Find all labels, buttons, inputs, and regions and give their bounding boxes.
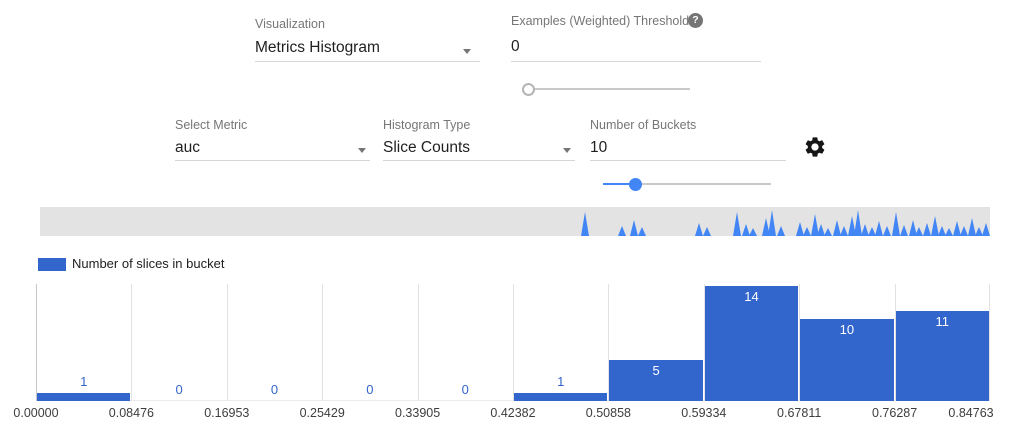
gridline [131,284,133,401]
x-tick-label: 0.25429 [299,406,345,420]
x-tick-label: 0.42382 [490,406,536,420]
buckets-slider-knob[interactable] [629,178,643,191]
histogram-bar-slot: 0 [227,284,322,401]
threshold-label: Examples (Weighted) Threshold [511,14,690,28]
bar-value-label: 11 [935,314,950,329]
bar-value-label: 10 [839,322,855,337]
select-metric-label: Select Metric [175,118,248,132]
histogram-bar-slot: 11 [895,284,990,401]
x-tick-label: 0.67811 [777,406,822,420]
histogram-bar-slot: 14 [704,284,799,401]
x-tick-label: 0.16953 [204,406,250,420]
histogram-bar-slot: 1 [513,284,608,401]
select-metric-underline [175,160,370,161]
bar-value-label: 1 [557,374,565,389]
num-buckets-label: Number of Buckets [590,118,697,132]
num-buckets-underline [590,160,786,161]
x-tick-label: 0.33905 [395,406,441,420]
x-tick-label: 0.59334 [681,406,727,420]
bar-value-label: 0 [461,382,469,397]
histogram-bar[interactable] [37,393,131,401]
histogram-bar[interactable] [514,393,608,401]
bar-value-label: 0 [270,382,279,397]
histogram-bar[interactable] [609,360,703,401]
threshold-slider[interactable] [522,82,690,96]
slider-active-track [603,183,637,185]
visualization-underline [255,61,480,62]
histogram-bar[interactable] [704,286,799,401]
gridline [799,284,801,401]
x-tick-label: 0.76287 [872,406,918,420]
buckets-slider[interactable] [603,177,771,191]
bar-value-label: 0 [175,382,183,397]
histogram-bar-slot: 1 [36,284,131,401]
bar-value-label: 14 [744,289,759,304]
gridline [703,284,705,401]
threshold-underline [511,61,761,62]
histogram-bar-slot: 0 [322,284,417,401]
gridline [226,284,228,401]
histogram-type-label: Histogram Type [383,118,471,132]
slices-overview-strip[interactable] [40,207,990,236]
visualization-dropdown[interactable]: Metrics Histogram [255,39,380,56]
histogram-type-underline [383,160,575,161]
x-tick-label: 0.00000 [13,406,59,420]
chevron-down-icon[interactable] [563,148,571,153]
gridline [417,284,419,401]
threshold-input[interactable]: 0 [511,38,520,55]
x-axis-tick-labels: 0.00000 0.08476 0.16953 0.25429 0.33905 0.423… [13,406,994,422]
gridline [513,284,514,401]
bar-value-label: 0 [366,382,374,397]
x-tick-label: 0.84763 [948,406,994,420]
gridline [894,284,896,401]
gridline [989,284,990,401]
bar-value-label: 1 [80,374,88,389]
histogram-type-dropdown[interactable]: Slice Counts [383,139,471,156]
bar-value-label: 5 [652,363,660,378]
histogram-bar[interactable] [800,319,894,401]
x-tick-label: 0.08476 [108,406,154,420]
slider-track[interactable] [603,183,771,185]
threshold-slider-knob[interactable] [522,83,535,96]
chevron-down-icon[interactable] [358,148,366,153]
histogram-bar-slot: 0 [131,284,226,401]
legend-swatch [38,258,66,271]
gridline [36,284,37,401]
help-icon[interactable]: ? [688,13,703,28]
histogram-bar-slot: 5 [608,284,703,401]
gear-icon[interactable] [803,135,827,159]
chevron-down-icon[interactable] [463,49,471,54]
histogram-plot: 1 0 0 0 0 1 5 14 10 11 [36,284,990,401]
visualization-label: Visualization [255,17,325,31]
histogram-bar-slot: 0 [418,284,513,401]
slices-overview-spikes [581,210,990,236]
slider-track[interactable] [522,88,690,90]
histogram-bar[interactable] [895,311,989,401]
legend-label: Number of slices in bucket [72,256,225,271]
x-tick-label: 0.50858 [585,406,631,420]
num-buckets-input[interactable]: 10 [590,139,608,156]
gridline [608,284,610,401]
gridline [322,284,324,401]
histogram-bar-slot: 10 [799,284,894,401]
select-metric-dropdown[interactable]: auc [175,139,200,156]
